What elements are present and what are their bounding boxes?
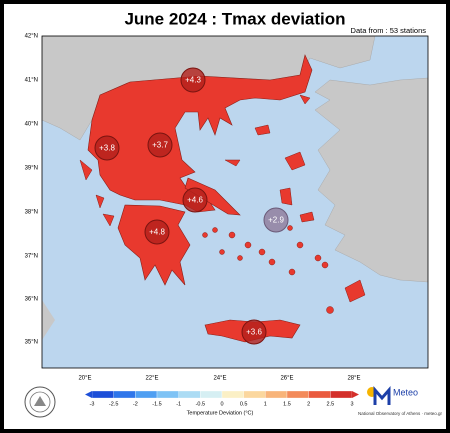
lat-label: 41°N [25,78,38,84]
colorbar-tick-label: 1 [264,401,267,407]
colorbar-tick-label: -2 [133,401,138,407]
marker-label: +4.6 [187,196,203,205]
marker [182,187,208,213]
turkey-land [314,77,428,283]
lat-label: 36°N [25,297,38,303]
colorbar-segment [135,390,158,399]
colorbar-arrow-right [352,391,359,398]
marker [241,319,267,345]
colorbar-tick-label: 3 [350,401,353,407]
colorbar-segment [91,390,114,399]
mainland [87,54,313,213]
marker-label: +3.7 [152,141,168,150]
colorbar-tick-label: -2.5 [109,401,118,407]
colorbar-segment [200,390,223,399]
marker-label: +4.8 [149,228,165,237]
italy-land [42,300,55,340]
logo-left [24,386,56,418]
lat-label: 38°N [25,210,38,216]
lon-label: 28°E [347,376,360,382]
islands [79,94,366,314]
colorbar-tick-label: -1 [176,401,181,407]
lat-label: 40°N [25,122,38,128]
map-frame [41,35,429,369]
colorbar-tick-label: 0 [220,401,223,407]
marker-label: +4.3 [185,76,201,85]
colorbar-tick-label: -3 [90,401,95,407]
colorbar-segment [178,390,201,399]
marker [180,67,206,93]
colorbar-tick-label: 1.5 [283,401,291,407]
marker [147,132,173,158]
colorbar-tick-label: 2.5 [327,401,335,407]
lon-label: 20°E [78,376,91,382]
colorbar-segment [113,390,136,399]
colorbar-segment [221,390,244,399]
marker-label: +3.8 [99,144,115,153]
lat-label: 42°N [25,34,38,40]
marker [94,135,120,161]
logo-right: Meteo National Observatory of Athens · m… [358,386,443,416]
frame-border [41,35,429,369]
colorbar-segment [243,390,266,399]
subtitle: Data from : 53 stations [351,26,427,35]
colorbar-segment [286,390,309,399]
marker-label: +3.6 [246,328,262,337]
colorbar-segment [330,390,353,399]
lat-label: 37°N [25,254,38,260]
colorbar-tick-label: 2 [307,401,310,407]
colorbar-arrow-left [85,391,92,398]
brand: Meteo [393,387,418,397]
colorbar-tick-label: 0.5 [240,401,248,407]
lat-label: 35°N [25,340,38,346]
lon-label: 26°E [280,376,293,382]
lon-label: 24°E [213,376,226,382]
marker [263,207,289,233]
euboea [184,177,241,216]
lat-label: 39°N [25,166,38,172]
marker-label: +2.9 [268,216,284,225]
colorbar-label: Temperature Deviation (°C) [187,410,254,416]
credit: National Observatory of Athens · meteo.g… [358,411,443,416]
colorbar-tick-label: -0.5 [196,401,205,407]
colorbar-segment [308,390,331,399]
title: June 2024 : Tmax deviation [124,9,345,28]
colorbar-segment [265,390,288,399]
colorbar-tick-label: -1.5 [152,401,161,407]
peloponnese [117,204,191,286]
lon-label: 22°E [145,376,158,382]
colorbar-segment [156,390,179,399]
marker [144,219,170,245]
